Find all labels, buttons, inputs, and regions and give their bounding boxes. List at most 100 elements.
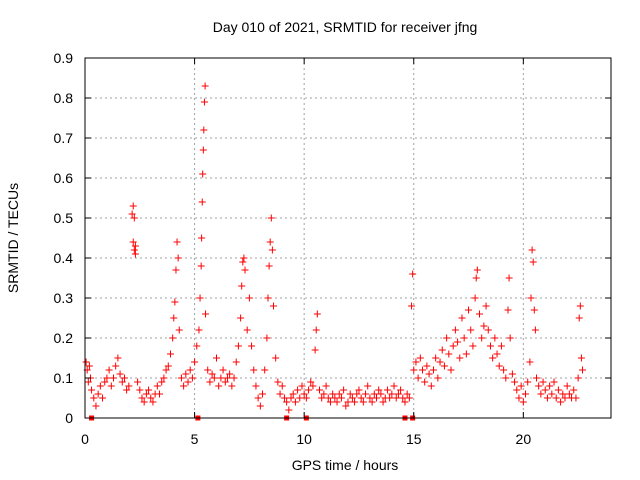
data-point [543,394,551,402]
data-point [476,310,483,318]
data-point [357,394,365,402]
data-point [298,382,306,390]
data-point [213,354,220,362]
data-point [353,390,361,398]
data-point [462,350,470,358]
data-point [263,334,271,342]
data-point [274,378,282,386]
data-point [123,386,131,394]
data-point [198,234,206,242]
data-point [346,390,354,398]
y-tick-label: 0.8 [54,90,74,106]
data-point [234,342,242,350]
data-point [394,390,402,398]
data-point [240,254,248,262]
data-point [375,386,383,394]
data-point [232,358,240,366]
data-point [399,394,407,402]
data-point [390,382,398,390]
data-point [316,386,324,394]
data-point [528,246,536,254]
data-point [201,82,209,90]
data-point [268,246,276,254]
data-point [495,362,503,370]
data-point [300,390,308,398]
data-point [199,146,207,154]
data-point [443,334,451,342]
y-tick-label: 0 [65,410,73,426]
grid [85,58,611,418]
data-point [294,386,302,394]
data-point [219,366,227,374]
data-point [412,358,420,366]
data-point [289,390,297,398]
x-axis-label: GPS time / hours [292,457,399,473]
data-point [276,390,284,398]
data-point [546,382,554,390]
data-point [502,374,510,382]
data-point [118,378,126,386]
data-point [557,398,565,406]
data-point [202,310,210,318]
data-point [291,398,299,406]
data-point [272,354,280,362]
data-point [269,302,277,310]
data-point [245,294,253,302]
data-point [130,214,138,222]
data-point [129,238,137,246]
data-point [486,342,494,350]
data-point [243,326,251,334]
data-point [458,314,466,322]
data-point [182,370,190,378]
data-point [337,394,345,402]
data-point [379,398,387,406]
data-point [386,394,394,402]
data-point [326,398,334,406]
data-point [493,350,501,358]
data-point [88,386,96,394]
data-point [138,394,146,402]
data-point [392,394,400,402]
data-point [186,366,194,374]
data-point [344,398,352,406]
data-point [554,386,562,394]
data-point [320,390,328,398]
data-point [226,370,234,378]
y-tick-label: 0.3 [54,290,74,306]
data-point [131,242,139,250]
data-point [535,382,543,390]
x-tick-label: 10 [296,431,312,447]
data-point [280,394,288,402]
data-point [228,382,236,390]
data-point [149,398,157,406]
data-point [206,378,214,386]
data-point [531,326,539,334]
data-point [539,378,547,386]
data-point [156,390,164,398]
data-point [532,374,540,382]
data-point [215,382,223,390]
data-point [199,170,207,178]
data-point [296,394,304,402]
data-point [445,350,453,358]
data-point [506,334,514,342]
data-point [158,378,166,386]
data-point [403,390,411,398]
data-point [256,402,264,410]
data-point [432,354,440,362]
data-point [197,262,205,270]
data-point [408,302,416,310]
data-point [456,354,464,362]
data-point [550,378,558,386]
data-point [519,398,527,406]
data-point [460,334,468,342]
data-point [261,366,269,374]
data-point [570,386,578,394]
data-point [172,266,180,274]
data-point [530,306,538,314]
y-tick-label: 0.9 [54,50,74,66]
data-point [313,310,321,318]
data-point [208,370,216,378]
data-point [196,294,204,302]
